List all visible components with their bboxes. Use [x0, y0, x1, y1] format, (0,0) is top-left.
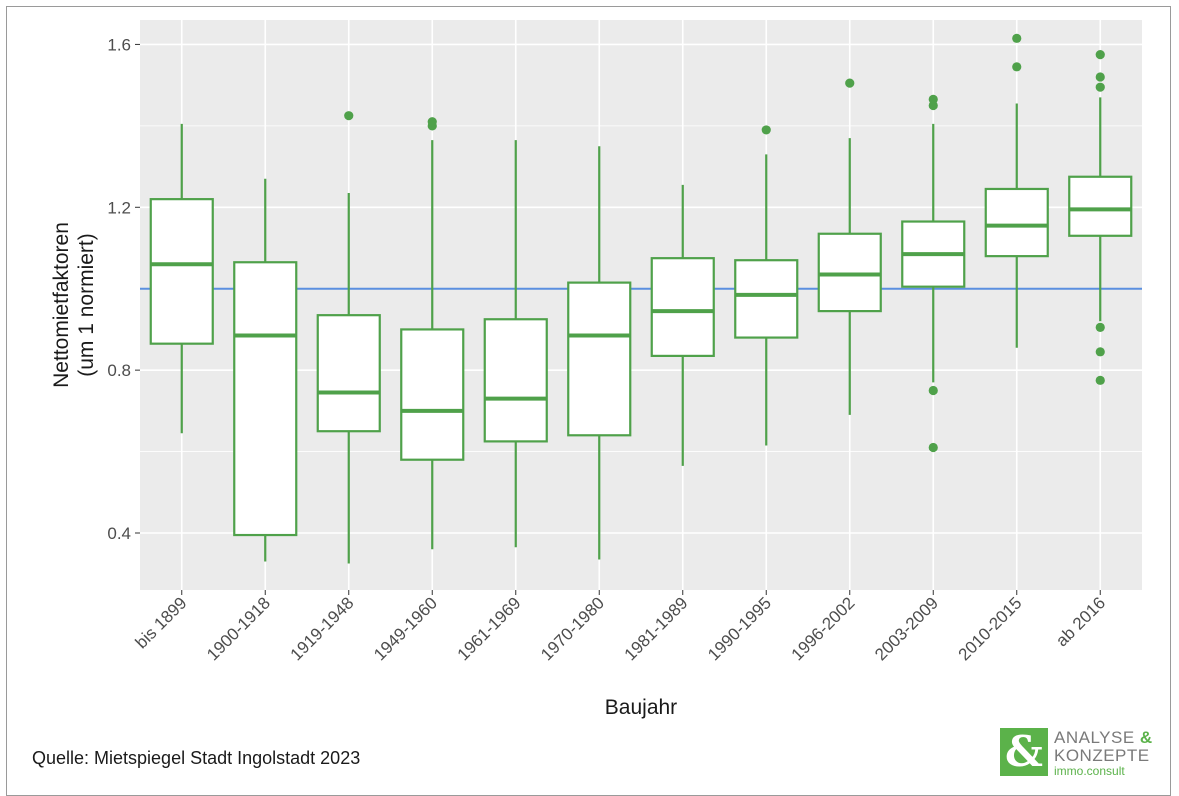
box: [650, 257, 715, 357]
box: [734, 259, 799, 339]
outlier-point: [344, 111, 354, 121]
x-tick-label: 1990-1995: [704, 593, 775, 664]
x-tick-label: 2010-2015: [955, 593, 1026, 664]
box: [984, 187, 1049, 258]
outlier-point: [1095, 50, 1105, 60]
x-tick-label: 1900-1918: [203, 593, 274, 664]
logo-line-2: KONZEPTE: [1054, 746, 1150, 765]
y-tick-label: 0.4: [107, 524, 131, 543]
x-tick-label: 1961-1969: [454, 593, 525, 664]
outlier-point: [1095, 82, 1105, 92]
outlier-point: [928, 94, 938, 104]
outlier-point: [1095, 72, 1105, 82]
box: [149, 198, 214, 345]
plot-panel: [140, 20, 1142, 590]
outlier-point: [845, 78, 855, 88]
y-tick-label: 1.6: [107, 35, 131, 54]
x-tick-label: ab 2016: [1052, 593, 1109, 650]
x-tick-label: bis 1899: [132, 593, 191, 652]
box: [567, 281, 632, 437]
source-note: Quelle: Mietspiegel Stadt Ingolstadt 202…: [32, 748, 361, 768]
x-tick-label: 1949-1960: [370, 593, 441, 664]
box: [233, 261, 298, 537]
logo-line-3: immo.consult: [1054, 764, 1125, 778]
outlier-point: [1012, 62, 1022, 72]
x-tick-label: 1981-1989: [621, 593, 692, 664]
y-axis-title-line-1: Nettomietfaktoren: [50, 222, 73, 388]
outlier-point: [1095, 347, 1105, 357]
logo-ampersand-icon: &: [1000, 728, 1048, 776]
box: [400, 328, 465, 461]
outlier-point: [427, 117, 437, 127]
x-tick-label: 1996-2002: [788, 593, 859, 664]
x-tick-label: 1970-1980: [537, 593, 608, 664]
x-axis-title: Baujahr: [605, 696, 677, 719]
company-logo: & ANALYSE & KONZEPTE immo.consult: [1000, 728, 1162, 778]
y-tick-label: 0.8: [107, 361, 131, 380]
outlier-point: [1095, 322, 1105, 332]
y-axis-title-line-2: (um 1 normiert): [75, 233, 98, 377]
outlier-point: [1012, 33, 1022, 43]
outlier-point: [928, 385, 938, 396]
box: [1068, 175, 1133, 237]
x-tick-label: 2003-2009: [871, 593, 942, 664]
outlier-point: [761, 125, 771, 135]
outlier-point: [928, 442, 938, 453]
y-tick-label: 1.2: [107, 198, 131, 217]
box: [817, 232, 882, 313]
box: [483, 318, 548, 443]
outlier-point: [1095, 375, 1105, 385]
x-tick-label: 1919-1948: [287, 593, 358, 664]
box: [316, 314, 381, 433]
logo-line-1: ANALYSE &: [1054, 728, 1153, 747]
